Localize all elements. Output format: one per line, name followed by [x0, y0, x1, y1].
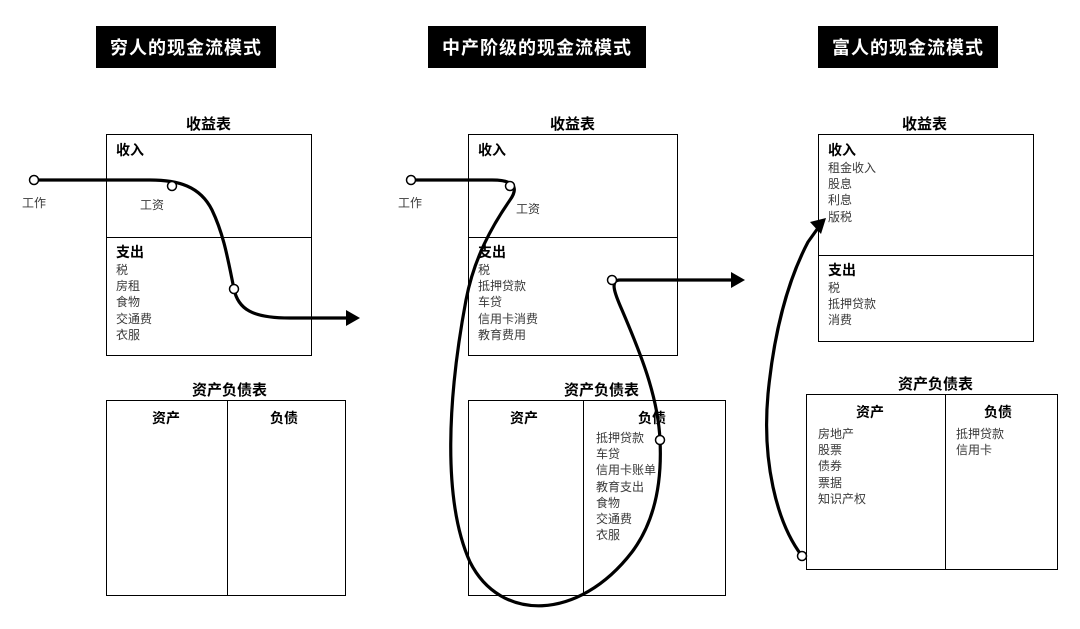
- title-middle: 中产阶级的现金流模式: [428, 26, 646, 68]
- liabilities-label-rich: 负债: [984, 402, 1012, 422]
- expense-items-poor: 税 房租 食物 交通费 衣服: [116, 262, 152, 343]
- marker-middle-0: [407, 176, 416, 185]
- salary-label-poor: 工资: [140, 196, 164, 213]
- expense-label-rich: 支出: [828, 260, 856, 280]
- expense-label-poor: 支出: [116, 242, 144, 262]
- income-statement-title-poor: 收益表: [186, 113, 231, 134]
- liabilities-label-poor: 负债: [270, 408, 298, 428]
- assets-label-rich: 资产: [856, 402, 884, 422]
- balance-sheet-title-rich: 资产负债表: [898, 373, 973, 394]
- asset-liab-divider: [945, 395, 946, 569]
- assets-label-poor: 资产: [152, 408, 180, 428]
- asset-liab-divider: [583, 401, 584, 595]
- arrowhead-middle: [731, 272, 745, 288]
- income-label-middle: 收入: [478, 140, 506, 160]
- liabilities-label-middle: 负债: [638, 408, 666, 428]
- balance-sheet-title-poor: 资产负债表: [192, 379, 267, 400]
- income-expense-divider: [819, 255, 1033, 256]
- title-rich: 富人的现金流模式: [818, 26, 998, 68]
- assets-label-middle: 资产: [510, 408, 538, 428]
- work-label-middle: 工作: [398, 194, 422, 211]
- marker-poor-0: [30, 176, 39, 185]
- income-label-rich: 收入: [828, 140, 856, 160]
- balance-sheet-box-poor: [106, 400, 346, 596]
- income-statement-title-middle: 收益表: [550, 113, 595, 134]
- liab-items-rich: 抵押贷款 信用卡: [956, 426, 1004, 458]
- arrowhead-poor: [346, 310, 360, 326]
- income-expense-divider: [469, 237, 677, 238]
- asset-items-rich: 房地产 股票 债券 票据 知识产权: [818, 426, 866, 507]
- expense-label-middle: 支出: [478, 242, 506, 262]
- salary-label-middle: 工资: [516, 200, 540, 217]
- income-statement-title-rich: 收益表: [902, 113, 947, 134]
- income-items-rich: 租金收入 股息 利息 版税: [828, 160, 876, 225]
- balance-sheet-title-middle: 资产负债表: [564, 379, 639, 400]
- asset-liab-divider: [227, 401, 228, 595]
- income-label-poor: 收入: [116, 140, 144, 160]
- work-label-poor: 工作: [22, 194, 46, 211]
- income-expense-divider: [107, 237, 311, 238]
- diagram-stage: 穷人的现金流模式 收益表 收入 支出 税 房租 食物 交通费 衣服 工作 工资 …: [0, 0, 1080, 629]
- expense-items-rich: 税 抵押贷款 消费: [828, 280, 876, 329]
- liab-items-middle: 抵押贷款 车贷 信用卡账单 教育支出 食物 交通费 衣服: [596, 430, 656, 543]
- title-poor: 穷人的现金流模式: [96, 26, 276, 68]
- expense-items-middle: 税 抵押贷款 车贷 信用卡消费 教育费用: [478, 262, 538, 343]
